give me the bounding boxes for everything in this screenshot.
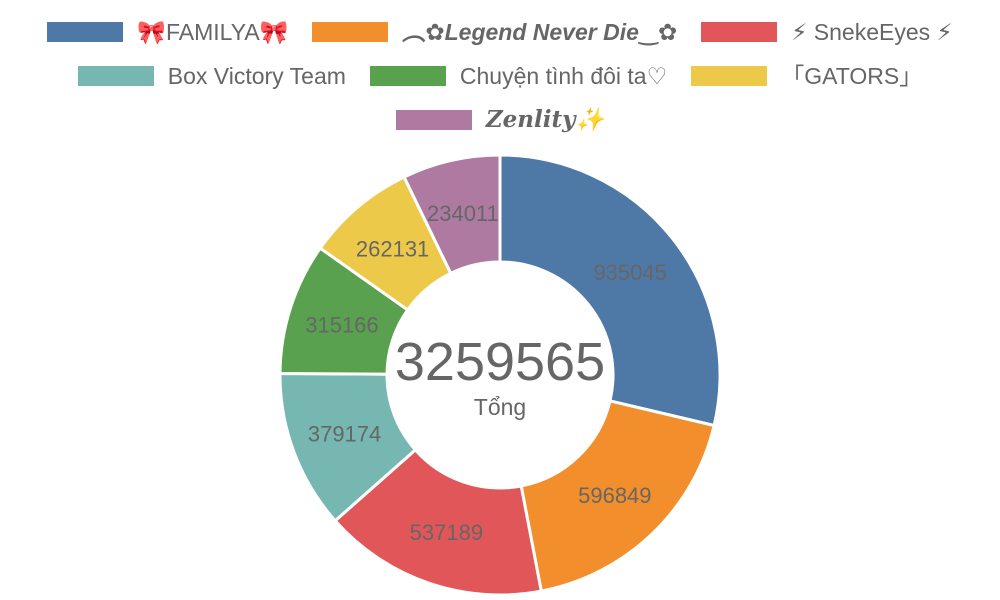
legend-label: 🎀FAMILYA🎀 <box>137 19 289 45</box>
legend-item-chuyen-tinh-doi-ta[interactable]: Chuyện tình đôi ta♡ <box>369 62 668 90</box>
legend-item-legend-never-die[interactable]: ︵✿Legend Never Die‿✿ <box>312 18 677 46</box>
legend-swatch <box>312 22 389 42</box>
slice-value-label: 379174 <box>308 421 381 446</box>
slice-value-label: 262131 <box>356 236 429 261</box>
legend-label: ⚡ SnekeEyes ⚡ <box>791 19 953 45</box>
legend-label: ︵✿Legend Never Die‿✿ <box>402 19 678 45</box>
slice-value-label: 315166 <box>305 312 378 337</box>
slice-value-label: 935045 <box>593 260 666 285</box>
donut-slice[interactable] <box>519 399 716 593</box>
legend-swatch <box>691 66 768 86</box>
legend-row-1: 🎀FAMILYA🎀 ︵✿Legend Never Die‿✿ ⚡ SnekeEy… <box>0 18 1000 46</box>
center-total-caption: Tổng <box>474 394 526 420</box>
legend-label: Zenlity✨ <box>485 106 605 133</box>
donut-slice[interactable] <box>402 153 502 276</box>
legend-swatch <box>47 22 124 42</box>
legend-swatch <box>369 66 446 86</box>
slices-group <box>278 153 722 597</box>
center-total-value: 3259565 <box>395 332 605 392</box>
slice-value-label: 537189 <box>410 520 483 545</box>
donut-slice[interactable] <box>333 447 544 597</box>
legend-swatch <box>395 110 472 130</box>
legend-swatch <box>77 66 154 86</box>
donut-slice[interactable] <box>498 153 722 428</box>
legend-row-3: Zenlity✨ <box>0 106 1000 134</box>
legend-row-2: Box Victory Team Chuyện tình đôi ta♡ 「GA… <box>0 62 1000 90</box>
legend-item-snekeeyes[interactable]: ⚡ SnekeEyes ⚡ <box>701 18 953 46</box>
slice-value-label: 596849 <box>578 483 651 508</box>
legend-item-gators[interactable]: 「GATORS」 <box>691 62 922 90</box>
legend-label: Chuyện tình đôi ta♡ <box>459 63 668 89</box>
slice-value-label: 234011 <box>427 201 499 226</box>
legend-swatch <box>701 22 778 42</box>
legend-item-zenlity[interactable]: Zenlity✨ <box>395 106 605 134</box>
legend-item-box-victory-team[interactable]: Box Victory Team <box>77 62 346 90</box>
legend-item-familya[interactable]: 🎀FAMILYA🎀 <box>47 18 288 46</box>
legend-label: Box Victory Team <box>167 63 346 89</box>
legend-label: 「GATORS」 <box>781 63 923 89</box>
slice-labels-group: 935045 596849 537189 379174 315166 262131 2340… <box>305 201 667 545</box>
